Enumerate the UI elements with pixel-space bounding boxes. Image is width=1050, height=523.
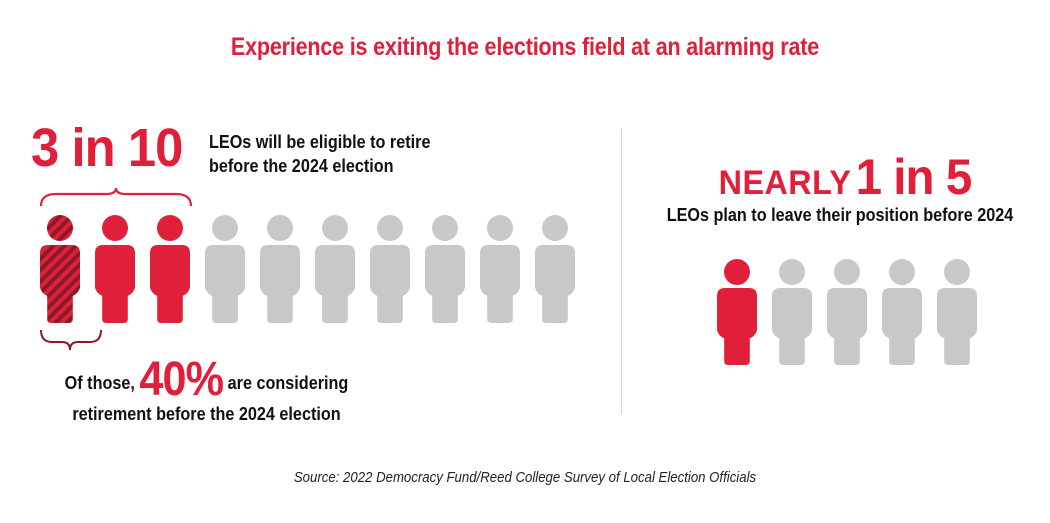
left-person-10-neutral — [535, 215, 575, 323]
leave-ratio: 1 in 5 — [855, 149, 973, 205]
retire-eligible-desc-line1: LEOs will be eligible to retire — [209, 132, 431, 152]
group-brace-top — [39, 187, 193, 207]
person-body — [260, 245, 300, 323]
person-head — [724, 259, 750, 285]
right-person-1-highlight — [717, 259, 757, 365]
person-head — [944, 259, 970, 285]
person-body — [370, 245, 410, 323]
person-head — [432, 215, 458, 241]
left-people-row — [40, 215, 575, 323]
left-person-6-neutral — [315, 215, 355, 323]
person-head — [779, 259, 805, 285]
left-person-8-neutral — [425, 215, 465, 323]
person-head — [157, 215, 183, 241]
leave-position-description: LEOs plan to leave their position before… — [666, 205, 1014, 225]
person-head — [212, 215, 238, 241]
note-prefix: Of those, — [64, 373, 140, 393]
right-person-2-neutral — [772, 259, 812, 365]
person-body — [827, 288, 867, 365]
source-citation: Source: 2022 Democracy Fund/Reed College… — [293, 469, 757, 486]
person-head — [834, 259, 860, 285]
person-body — [150, 245, 190, 323]
leave-position-stat: NEARLY 1 in 5 — [698, 148, 993, 206]
person-body — [937, 288, 977, 365]
person-head — [322, 215, 348, 241]
retire-eligible-desc-line2: before the 2024 election — [209, 156, 394, 176]
left-person-7-neutral — [370, 215, 410, 323]
person-body — [425, 245, 465, 323]
person-body — [205, 245, 245, 323]
right-person-5-neutral — [937, 259, 977, 365]
person-body — [882, 288, 922, 365]
person-head — [542, 215, 568, 241]
retire-consideration-note: Of those, 40% are considering retirement… — [40, 356, 373, 428]
person-body — [480, 245, 520, 323]
person-body — [772, 288, 812, 365]
page-title: Experience is exiting the elections fiel… — [230, 33, 820, 61]
left-person-4-neutral — [205, 215, 245, 323]
left-person-9-neutral — [480, 215, 520, 323]
person-body — [315, 245, 355, 323]
person-body — [535, 245, 575, 323]
person-head — [47, 215, 73, 241]
note-suffix: are considering — [223, 373, 349, 393]
right-person-4-neutral — [882, 259, 922, 365]
person-head — [889, 259, 915, 285]
group-brace-bottom — [40, 329, 102, 351]
note-line2: retirement before the 2024 election — [72, 404, 341, 424]
nearly-label: NEARLY — [718, 164, 852, 202]
left-person-2-highlight — [95, 215, 135, 323]
left-person-3-highlight — [150, 215, 190, 323]
person-head — [267, 215, 293, 241]
right-people-row — [717, 259, 977, 365]
person-body — [95, 245, 135, 323]
person-head — [102, 215, 128, 241]
left-person-1-hatched — [40, 215, 80, 323]
retire-eligible-description: LEOs will be eligible to retire before t… — [209, 130, 430, 178]
person-head — [377, 215, 403, 241]
panel-divider — [621, 129, 622, 414]
right-person-3-neutral — [827, 259, 867, 365]
person-body — [40, 245, 80, 323]
left-person-5-neutral — [260, 215, 300, 323]
retire-eligible-stat: 3 in 10 — [31, 118, 183, 178]
person-body — [717, 288, 757, 365]
person-head — [487, 215, 513, 241]
retire-consideration-pct: 40% — [139, 353, 224, 406]
